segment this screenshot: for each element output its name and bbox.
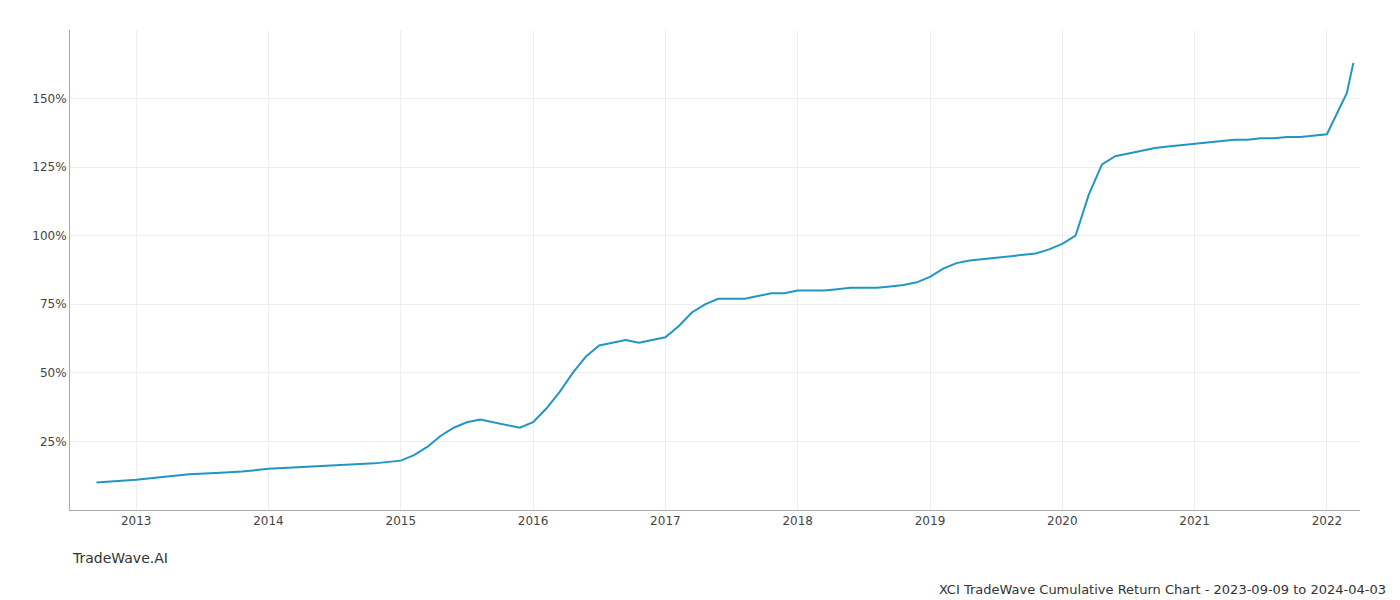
svg-text:125%: 125% [32, 160, 66, 174]
svg-text:XCI TradeWave Cumulative Retur: XCI TradeWave Cumulative Return Chart - … [939, 582, 1386, 597]
svg-text:2017: 2017 [650, 514, 681, 528]
svg-text:2014: 2014 [253, 514, 284, 528]
svg-text:2022: 2022 [1312, 514, 1343, 528]
svg-text:2018: 2018 [782, 514, 813, 528]
svg-text:2013: 2013 [121, 514, 152, 528]
svg-text:TradeWave.AI: TradeWave.AI [72, 550, 168, 566]
svg-text:2019: 2019 [915, 514, 946, 528]
svg-text:50%: 50% [40, 366, 67, 380]
svg-text:2016: 2016 [518, 514, 549, 528]
svg-text:2015: 2015 [385, 514, 416, 528]
svg-text:2020: 2020 [1047, 514, 1078, 528]
svg-text:25%: 25% [40, 435, 67, 449]
svg-text:2021: 2021 [1179, 514, 1210, 528]
svg-text:75%: 75% [40, 297, 67, 311]
svg-text:100%: 100% [32, 229, 66, 243]
svg-text:150%: 150% [32, 92, 66, 106]
